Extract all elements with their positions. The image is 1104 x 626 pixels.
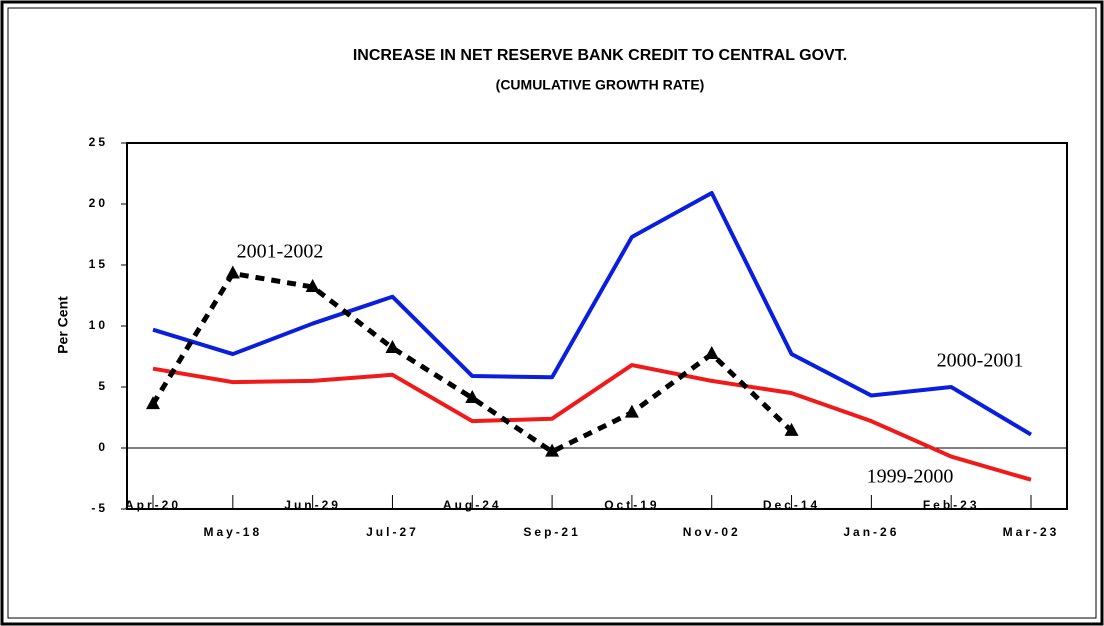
- point-marker: [385, 339, 400, 353]
- series-line: [152, 191, 1033, 437]
- y-tick-label: 20: [89, 196, 108, 210]
- series-line: [152, 363, 1032, 482]
- point-marker: [465, 389, 480, 403]
- y-tick-label: 15: [89, 257, 108, 271]
- series-label: 2001-2002: [237, 241, 324, 263]
- x-tick-label: Nov-02: [683, 525, 741, 539]
- x-tick-label: Jan-26: [843, 525, 899, 539]
- point-marker: [545, 443, 560, 457]
- inner-frame: [7, 7, 1097, 619]
- point-marker: [146, 396, 160, 410]
- plot-area: [126, 142, 1068, 510]
- x-tick-label: Feb-23: [923, 498, 980, 512]
- point-marker: [624, 404, 639, 418]
- y-tick-label: 25: [89, 135, 108, 149]
- series-line: [150, 271, 794, 455]
- x-tick-label: Oct-19: [604, 498, 659, 512]
- x-tick-label: Aug-24: [443, 498, 502, 512]
- y-tick-label: 5: [98, 379, 108, 393]
- y-tick-label: 10: [89, 318, 108, 332]
- x-tick-label: Sep-21: [523, 525, 580, 539]
- point-marker: [704, 346, 719, 360]
- x-tick-label: Mar-23: [1003, 525, 1060, 539]
- point-marker: [305, 278, 320, 292]
- point-marker: [784, 422, 799, 436]
- series-label: 1999-2000: [867, 466, 954, 488]
- x-tick-label: Dec-14: [763, 498, 820, 512]
- x-tick-label: May-18: [203, 525, 262, 539]
- y-tick-label: 0: [98, 440, 108, 454]
- x-tick-label: Jun-29: [284, 498, 341, 512]
- chart-title: INCREASE IN NET RESERVE BANK CREDIT TO C…: [353, 47, 847, 64]
- x-tick-label: Apr-20: [125, 498, 181, 512]
- series-label: 2000-2001: [937, 350, 1024, 372]
- point-marker: [225, 265, 240, 279]
- x-tick-label: Jul-27: [366, 525, 419, 539]
- chart-subtitle: (CUMULATIVE GROWTH RATE): [496, 77, 705, 93]
- y-tick-label: -5: [91, 501, 108, 515]
- y-axis-label: Per Cent: [55, 296, 71, 354]
